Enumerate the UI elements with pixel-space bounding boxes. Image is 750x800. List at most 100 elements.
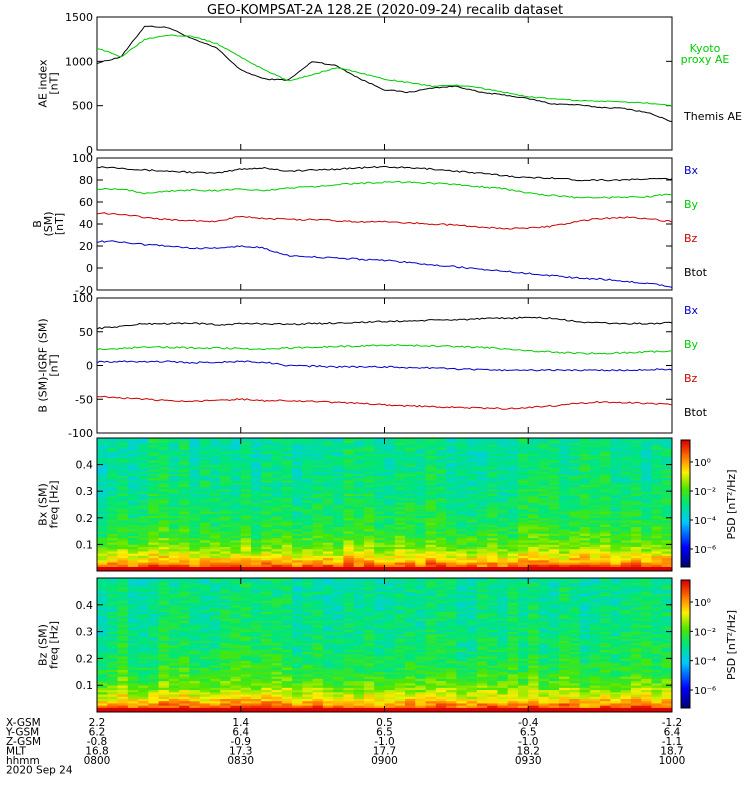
spectrogram-cell [528, 457, 539, 461]
spectrogram-cell [271, 580, 283, 583]
spectrogram-cell [127, 678, 139, 682]
spectrogram-cell [322, 707, 334, 711]
spectrogram-cell [641, 473, 652, 477]
spectrogram-cell [168, 676, 180, 679]
spectrogram-cell [333, 629, 344, 632]
spectrogram-cell [271, 528, 283, 532]
spectrogram-cell [230, 595, 242, 599]
spectrogram-cell [641, 451, 652, 454]
spectrogram-cell [209, 709, 221, 713]
spectrogram-cell [189, 520, 201, 523]
spectrogram-cell [292, 464, 303, 468]
spectrogram-cell [374, 542, 385, 545]
spectrogram-cell [220, 611, 231, 615]
spectrogram-cell [179, 502, 190, 505]
spectrogram-cell [230, 680, 242, 684]
spectrogram-cell [209, 564, 221, 567]
spectrogram-cell [230, 709, 242, 713]
spectrogram-cell [333, 627, 344, 630]
spectrogram-cell [569, 451, 580, 454]
spectrogram-cell [251, 535, 262, 539]
spectrogram-cell [117, 533, 129, 536]
spectrogram-cell [353, 502, 365, 505]
spectrogram-cell [600, 520, 611, 523]
spectrogram-cell [559, 566, 570, 570]
spectrogram-cell [97, 631, 108, 635]
spectrogram-cell [292, 629, 303, 632]
colorbar-swatch [681, 535, 690, 538]
spectrogram-cell [240, 546, 252, 550]
spectrogram-cell [209, 656, 221, 659]
spectrogram-cell [271, 636, 283, 639]
spectrogram-cell [538, 457, 550, 461]
spectrogram-cell [353, 484, 365, 488]
spectrogram-cell [179, 633, 190, 637]
spectrogram-cell [107, 694, 118, 697]
spectrogram-cell [240, 482, 252, 485]
spectrogram-cell [271, 589, 283, 592]
spectrogram-cell [497, 531, 509, 534]
spectrogram-cell [651, 486, 663, 490]
spectrogram-cell [466, 442, 478, 446]
spectrogram-cell [507, 537, 519, 541]
spectrogram-cell [281, 685, 293, 688]
spectrogram-cell [158, 678, 170, 682]
y-tick-label: 500 [72, 100, 93, 113]
spectrogram-cell [487, 477, 498, 481]
spectrogram-cell [251, 451, 262, 454]
spectrogram-cell [292, 591, 303, 595]
colorbar-swatch [681, 520, 690, 524]
spectrogram-cell [394, 553, 406, 556]
spectrogram-cell [600, 508, 611, 512]
spectrogram-cell [435, 504, 447, 508]
spectrogram-cell [333, 484, 344, 488]
spectrogram-cell [127, 595, 139, 599]
spectrogram-cell [322, 618, 334, 621]
spectrogram-cell [630, 553, 642, 556]
spectrogram-cell [148, 542, 160, 545]
colorbar-swatch [681, 495, 690, 498]
spectrogram-cell [559, 484, 570, 488]
spectrogram-cell [281, 598, 293, 601]
spectrogram-cell [281, 680, 293, 684]
spectrogram-cell [117, 531, 129, 534]
spectrogram-cell [138, 611, 149, 615]
spectrogram-cell [517, 542, 529, 545]
spectrogram-cell [251, 471, 262, 474]
spectrogram-cell [261, 671, 272, 675]
spectrogram-cell [271, 515, 283, 519]
spectrogram-cell [220, 700, 231, 704]
spectrogram-cell [199, 685, 211, 688]
spectrogram-cell [517, 504, 529, 508]
spectrogram-cell [97, 564, 108, 567]
spectrogram-cell [107, 580, 118, 583]
spectrogram-cell [240, 669, 252, 673]
spectrogram-cell [168, 442, 180, 446]
spectrogram-cell [107, 653, 118, 657]
spectrogram-cell [251, 537, 262, 541]
spectrogram-cell [548, 535, 560, 539]
spectrogram-cell [559, 504, 570, 508]
spectrogram-cell [158, 553, 170, 556]
spectrogram-cell [158, 662, 170, 666]
spectrogram-cell [230, 464, 242, 468]
spectrogram-cell [456, 520, 468, 523]
spectrogram-cell [240, 678, 252, 682]
spectrogram-cell [251, 680, 262, 684]
spectrogram-cell [199, 500, 211, 503]
spectrogram-cell [271, 707, 283, 711]
spectrogram-cell [251, 546, 262, 550]
spectrogram-cell [179, 559, 190, 563]
spectrogram-cell [641, 526, 652, 530]
spectrogram-cell [466, 515, 478, 519]
spectrogram-cell [220, 451, 231, 454]
spectrogram-cell [589, 520, 601, 523]
spectrogram-cell [312, 526, 324, 530]
spectrogram-cell [220, 578, 231, 581]
spectrogram-cell [168, 598, 180, 601]
spectrogram-cell [138, 438, 149, 441]
spectrogram-cell [127, 584, 139, 588]
spectrogram-cell [651, 515, 663, 519]
spectrogram-cell [251, 480, 262, 483]
spectrogram-cell [569, 460, 580, 463]
